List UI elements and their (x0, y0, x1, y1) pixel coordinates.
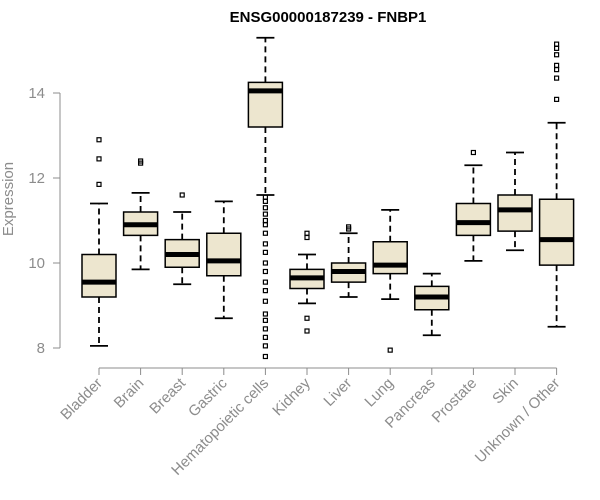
outlier-point (304, 234, 310, 241)
box-iqr (497, 194, 533, 232)
y-axis: 8 10 12 14 (28, 85, 61, 357)
box-bladder (81, 137, 117, 347)
box-kidney (289, 230, 325, 334)
outlier-point (262, 311, 268, 317)
outlier-point (96, 137, 102, 143)
box-breast (164, 192, 200, 286)
outlier-point (262, 222, 268, 228)
outlier-point (262, 260, 268, 266)
box-skin (497, 151, 533, 252)
outlier-point (262, 268, 268, 275)
y-tick-label: 10 (28, 255, 45, 272)
box-iqr (372, 241, 408, 275)
outlier-point (346, 224, 352, 230)
outlier-point (262, 194, 268, 200)
box-hematopoietic-cells (247, 36, 284, 360)
outlier-point (470, 149, 476, 156)
outlier-point (553, 62, 560, 68)
box-prostate (455, 149, 492, 262)
boxes-group (81, 36, 575, 360)
outlier-point (553, 52, 560, 58)
x-tick-label: Liver (320, 375, 355, 410)
box-liver (330, 224, 367, 298)
box-unknown-other (538, 41, 575, 328)
outlier-point (96, 181, 102, 187)
x-tick-label: Bladder (57, 375, 106, 424)
x-tick-label: Skin (489, 375, 522, 408)
box-iqr (538, 198, 575, 266)
outlier-point (262, 279, 268, 285)
x-tick-label: Prostate (429, 375, 481, 427)
box-iqr (81, 253, 117, 298)
outlier-point (96, 156, 102, 162)
outlier-point (262, 249, 268, 255)
box-pancreas (414, 272, 450, 337)
x-tick-label: Brain (111, 375, 148, 412)
outlier-point (387, 347, 393, 353)
outlier-point (262, 298, 268, 304)
outlier-point (138, 158, 144, 164)
outlier-point (262, 241, 268, 247)
box-iqr (206, 232, 242, 277)
outlier-point (262, 343, 268, 349)
outlier-point (304, 230, 310, 236)
box-brain (122, 158, 159, 271)
y-tick-label: 14 (28, 85, 45, 102)
y-tick-label: 12 (28, 170, 45, 187)
outlier-point (262, 334, 268, 340)
outlier-point (262, 326, 268, 332)
chart-title: ENSG00000187239 - FNBP1 (230, 9, 427, 26)
outlier-point (262, 205, 268, 211)
x-tick-label: Lung (361, 375, 397, 411)
box-iqr (455, 202, 492, 237)
outlier-point (553, 45, 560, 51)
outlier-point (304, 328, 310, 334)
outlier-point (262, 211, 268, 217)
outlier-point (179, 192, 185, 198)
outlier-point (262, 288, 268, 294)
outlier-point (553, 96, 560, 102)
outlier-point (553, 75, 560, 81)
outlier-point (262, 230, 268, 236)
box-lung (372, 208, 408, 353)
outlier-point (553, 41, 560, 47)
outlier-point (304, 315, 310, 321)
outlier-point (553, 67, 560, 73)
x-tick-label: Kidney (269, 374, 314, 419)
y-axis-label: Expression (0, 162, 17, 236)
outlier-point (262, 317, 268, 323)
box-gastric (206, 200, 242, 320)
outlier-point (262, 198, 268, 204)
x-tick-label: Breast (146, 374, 189, 417)
outlier-point (262, 353, 268, 360)
y-tick-label: 8 (37, 340, 45, 357)
outlier-point (262, 217, 268, 224)
